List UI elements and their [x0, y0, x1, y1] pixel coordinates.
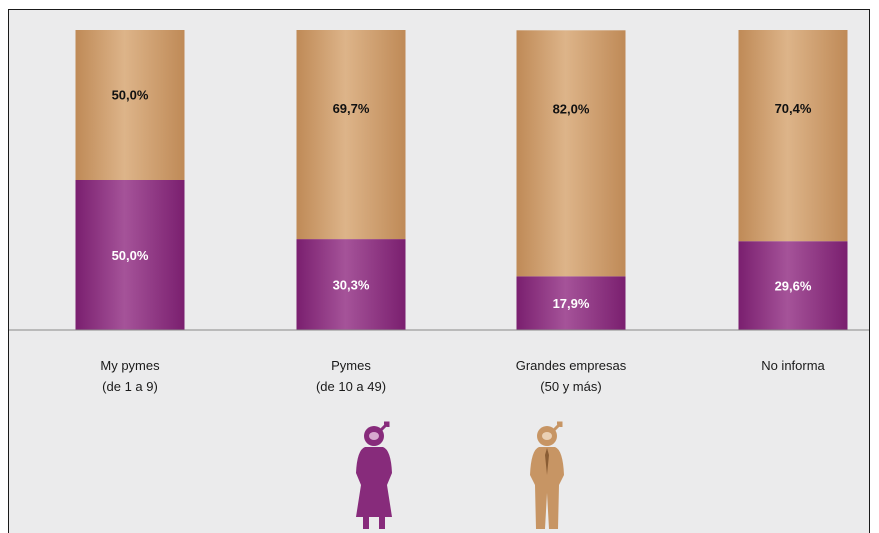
male-value-label-2: 82,0%: [553, 101, 590, 116]
female-bar-segment-1: [296, 239, 406, 330]
male-bar-segment-1: [296, 30, 406, 240]
female-figure-icon: [356, 421, 392, 529]
male-figure-icon: [530, 421, 564, 529]
category-label-3: No informa: [761, 358, 825, 373]
chart-frame: 50,0% 50,0% 30,3% 69,7% 17,9% 82,0% 29,6% 70,4%…: [8, 9, 870, 533]
male-value-label-3: 70,4%: [775, 101, 812, 116]
female-value-label-2: 17,9%: [553, 296, 590, 311]
male-bar-segment-0: [75, 30, 185, 180]
male-value-label-0: 50,0%: [112, 87, 149, 102]
female-value-label-3: 29,6%: [775, 279, 812, 294]
category-label-0: My pymes (de 1 a 9): [100, 358, 160, 394]
female-bar-segment-2: [516, 276, 626, 330]
female-value-label-1: 30,3%: [333, 278, 370, 293]
female-bar-segment-3: [738, 241, 848, 330]
male-bar-segment-2: [516, 30, 626, 277]
male-value-label-1: 69,7%: [333, 101, 370, 116]
female-value-label-0: 50,0%: [112, 248, 149, 263]
female-bar-segment-0: [75, 180, 185, 330]
category-label-2: Grandes empresas (50 y más): [515, 358, 627, 394]
category-label-1: Pymes (de 10 a 49): [315, 358, 387, 394]
male-bar-segment-3: [738, 30, 848, 242]
stacked-bar-chart: 50,0% 50,0% 30,3% 69,7% 17,9% 82,0% 29,6% 70,4%: [9, 30, 869, 529]
